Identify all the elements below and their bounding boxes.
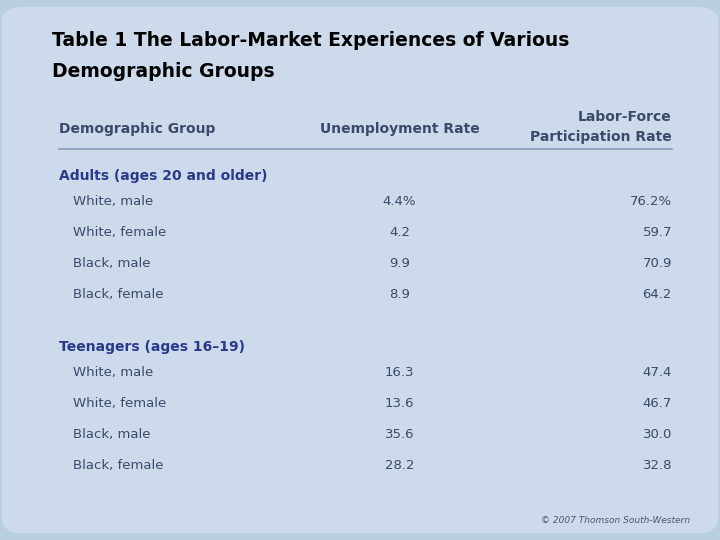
Text: 16.3: 16.3 (384, 366, 414, 379)
Text: 9.9: 9.9 (389, 257, 410, 270)
Text: White, male: White, male (73, 195, 153, 208)
Text: Adults (ages 20 and older): Adults (ages 20 and older) (59, 169, 267, 183)
Text: 30.0: 30.0 (643, 428, 672, 441)
Text: Demographic Group: Demographic Group (59, 122, 215, 136)
Text: Demographic Groups: Demographic Groups (52, 62, 274, 80)
Text: 28.2: 28.2 (384, 459, 414, 472)
Text: Black, female: Black, female (73, 459, 163, 472)
Text: 64.2: 64.2 (643, 288, 672, 301)
Text: 46.7: 46.7 (643, 397, 672, 410)
Text: White, male: White, male (73, 366, 153, 379)
Text: 70.9: 70.9 (643, 257, 672, 270)
Text: 32.8: 32.8 (642, 459, 672, 472)
Text: 13.6: 13.6 (384, 397, 414, 410)
Text: 4.2: 4.2 (389, 226, 410, 239)
Text: 47.4: 47.4 (643, 366, 672, 379)
Text: Participation Rate: Participation Rate (530, 130, 672, 144)
Text: 8.9: 8.9 (389, 288, 410, 301)
FancyBboxPatch shape (1, 7, 719, 533)
Text: White, female: White, female (73, 226, 166, 239)
Text: 4.4%: 4.4% (383, 195, 416, 208)
Text: 35.6: 35.6 (384, 428, 414, 441)
Text: 76.2%: 76.2% (630, 195, 672, 208)
Text: Black, female: Black, female (73, 288, 163, 301)
Text: Table 1 The Labor-Market Experiences of Various: Table 1 The Labor-Market Experiences of … (52, 31, 569, 50)
Text: Teenagers (ages 16–19): Teenagers (ages 16–19) (59, 340, 245, 354)
Text: 59.7: 59.7 (642, 226, 672, 239)
Text: © 2007 Thomson South-Western: © 2007 Thomson South-Western (541, 516, 690, 525)
Text: White, female: White, female (73, 397, 166, 410)
Text: Black, male: Black, male (73, 257, 150, 270)
Text: Labor-Force: Labor-Force (578, 111, 672, 124)
Text: Black, male: Black, male (73, 428, 150, 441)
Text: Unemployment Rate: Unemployment Rate (320, 122, 480, 136)
